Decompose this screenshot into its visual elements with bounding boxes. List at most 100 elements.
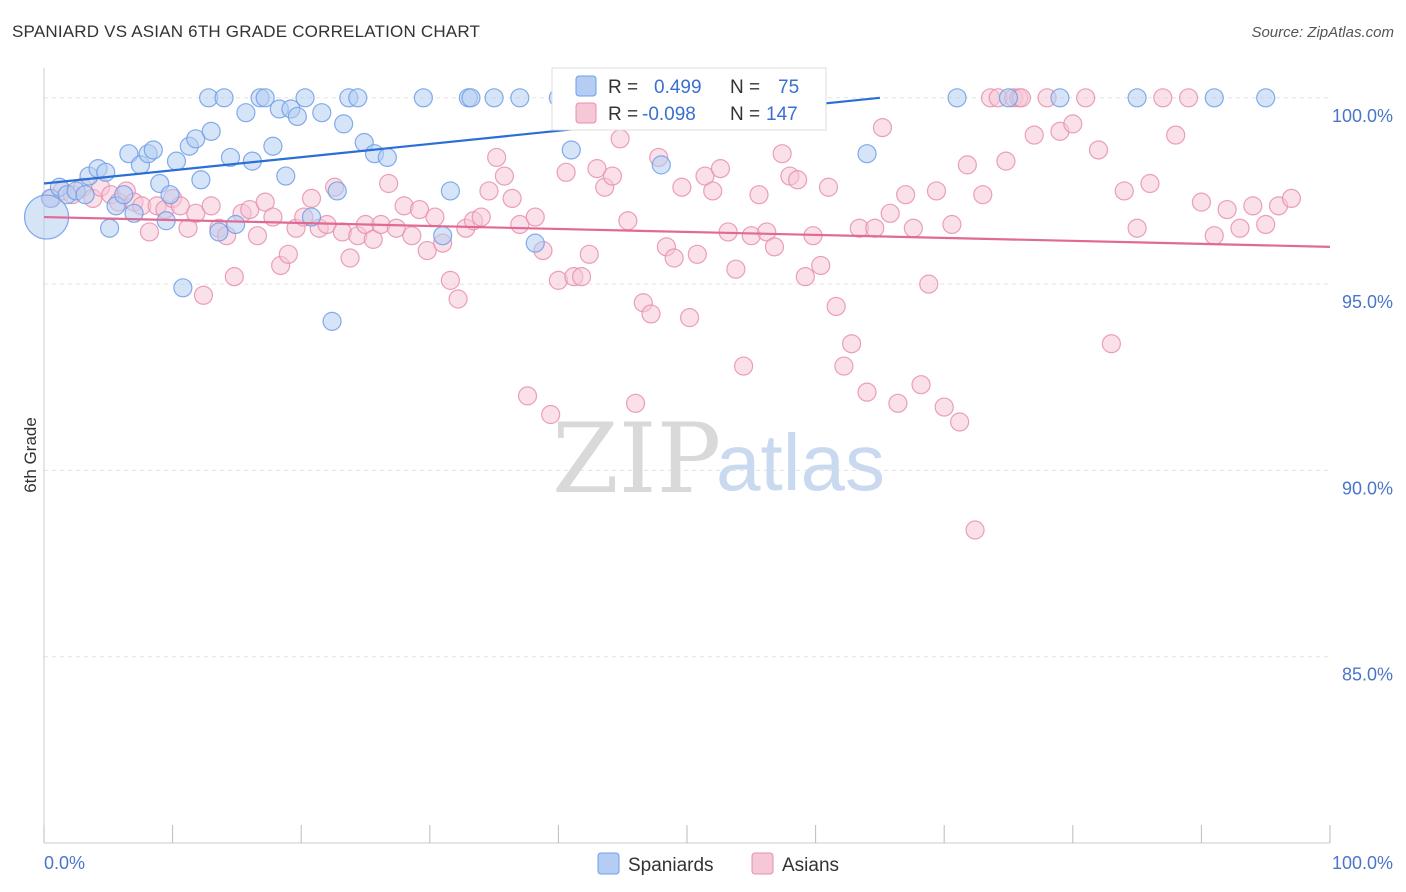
spaniards-point [651, 155, 671, 175]
asians-point [965, 520, 985, 540]
asians-point [826, 296, 846, 317]
spaniards-point [322, 311, 342, 331]
asians-point [448, 289, 468, 309]
spaniards-point [160, 185, 180, 205]
spaniards-point [214, 88, 234, 108]
spaniards-point [287, 106, 307, 127]
spaniards-point [1127, 88, 1147, 108]
asians-point [973, 185, 993, 205]
spaniards-point [348, 88, 368, 108]
chart-title: SPANIARD VS ASIAN 6TH GRADE CORRELATION … [12, 22, 481, 41]
asians-point [872, 118, 893, 138]
spaniards-point [143, 140, 163, 160]
asians-point [664, 248, 684, 268]
spaniards-point [525, 233, 545, 253]
spaniards-point [433, 226, 453, 246]
asians-point [911, 375, 931, 395]
asians-point [494, 166, 514, 186]
asians-point [757, 222, 777, 242]
asians-point [1127, 218, 1147, 238]
asians-point [186, 203, 206, 223]
asians-point [896, 185, 916, 205]
asians-point [865, 218, 885, 238]
spaniards-point [236, 103, 256, 123]
asians-point [641, 304, 661, 324]
asians-point [1230, 218, 1250, 238]
spaniards-point [461, 88, 481, 108]
asians-point [926, 181, 947, 201]
asians-point [1204, 226, 1224, 246]
x-tick-labels: 0.0% 100.0% [44, 853, 1393, 873]
spaniards-point [99, 218, 120, 238]
asians-point [749, 185, 769, 205]
asians-point [950, 412, 970, 432]
legend-bottom: Spaniards Asians [597, 852, 839, 876]
asians-point [942, 214, 962, 235]
spaniards-point [255, 88, 275, 108]
x-tick-label-1: 100.0% [1332, 853, 1393, 873]
asians-point [571, 267, 592, 287]
y-axis-label: 6th Grade [21, 417, 40, 493]
x-tick-label-0: 0.0% [44, 853, 85, 873]
watermark-atlas: atlas [716, 418, 885, 507]
asians-point [409, 199, 430, 220]
asians-point [772, 144, 792, 164]
asians-point [842, 334, 862, 354]
spaniards-point [1204, 88, 1224, 108]
asians-point [517, 386, 538, 406]
spaniards-point [173, 278, 193, 298]
spaniards-point [75, 185, 95, 205]
asians-point [834, 356, 854, 376]
legend-asians-n-label: N = [730, 104, 760, 125]
spaniards-point [947, 88, 967, 108]
asians-point [402, 226, 422, 246]
asians-point [695, 166, 715, 186]
legend-spaniards-r-label: R = [608, 77, 638, 98]
asians-point [363, 229, 383, 249]
asians-point [278, 244, 298, 264]
asians-point [579, 244, 599, 264]
asians-point [471, 207, 491, 227]
asians-point [340, 248, 360, 268]
asians-point [934, 397, 954, 417]
asians-point [440, 270, 460, 290]
asians-point [201, 196, 221, 216]
asians-point [919, 274, 939, 294]
spaniards-point [191, 170, 211, 190]
asians-point [795, 267, 815, 287]
spaniards-point [312, 103, 332, 123]
asians-point [764, 237, 785, 257]
source-label: Source: ZipAtlas.com [1251, 24, 1394, 41]
asians-point [425, 207, 445, 227]
legend-spaniards-n-label: N = [730, 77, 760, 98]
spaniards-point [119, 144, 139, 164]
spaniards-point [301, 207, 322, 227]
asians-point [255, 192, 275, 212]
legend-asians-swatch [575, 102, 597, 124]
legend-spaniards-r-value: 0.499 [654, 77, 702, 98]
legend-asians-r-value: -0.098 [642, 104, 696, 125]
asians-point [625, 393, 646, 413]
asians-point [787, 170, 808, 190]
series-asians-points [42, 88, 1302, 540]
asians-point [417, 240, 437, 261]
asians-point [703, 181, 723, 201]
spaniards-point [295, 88, 315, 108]
asians-point [733, 356, 754, 376]
asians-point [618, 211, 638, 231]
spaniards-point [561, 140, 581, 160]
spaniards-point [276, 166, 296, 186]
asians-point [556, 162, 576, 182]
legend-bottom-spaniards-swatch [597, 852, 620, 875]
asians-point [479, 181, 499, 201]
spaniards-point [1050, 88, 1070, 108]
asians-point [880, 203, 900, 223]
spaniards-point [857, 144, 877, 164]
asians-point [587, 159, 607, 179]
asians-point [1153, 88, 1173, 108]
asians-point [679, 308, 700, 328]
asians-trend-line [43, 215, 1331, 248]
asians-point [888, 393, 908, 413]
spaniards-point [226, 214, 246, 235]
asians-point [1024, 125, 1044, 145]
